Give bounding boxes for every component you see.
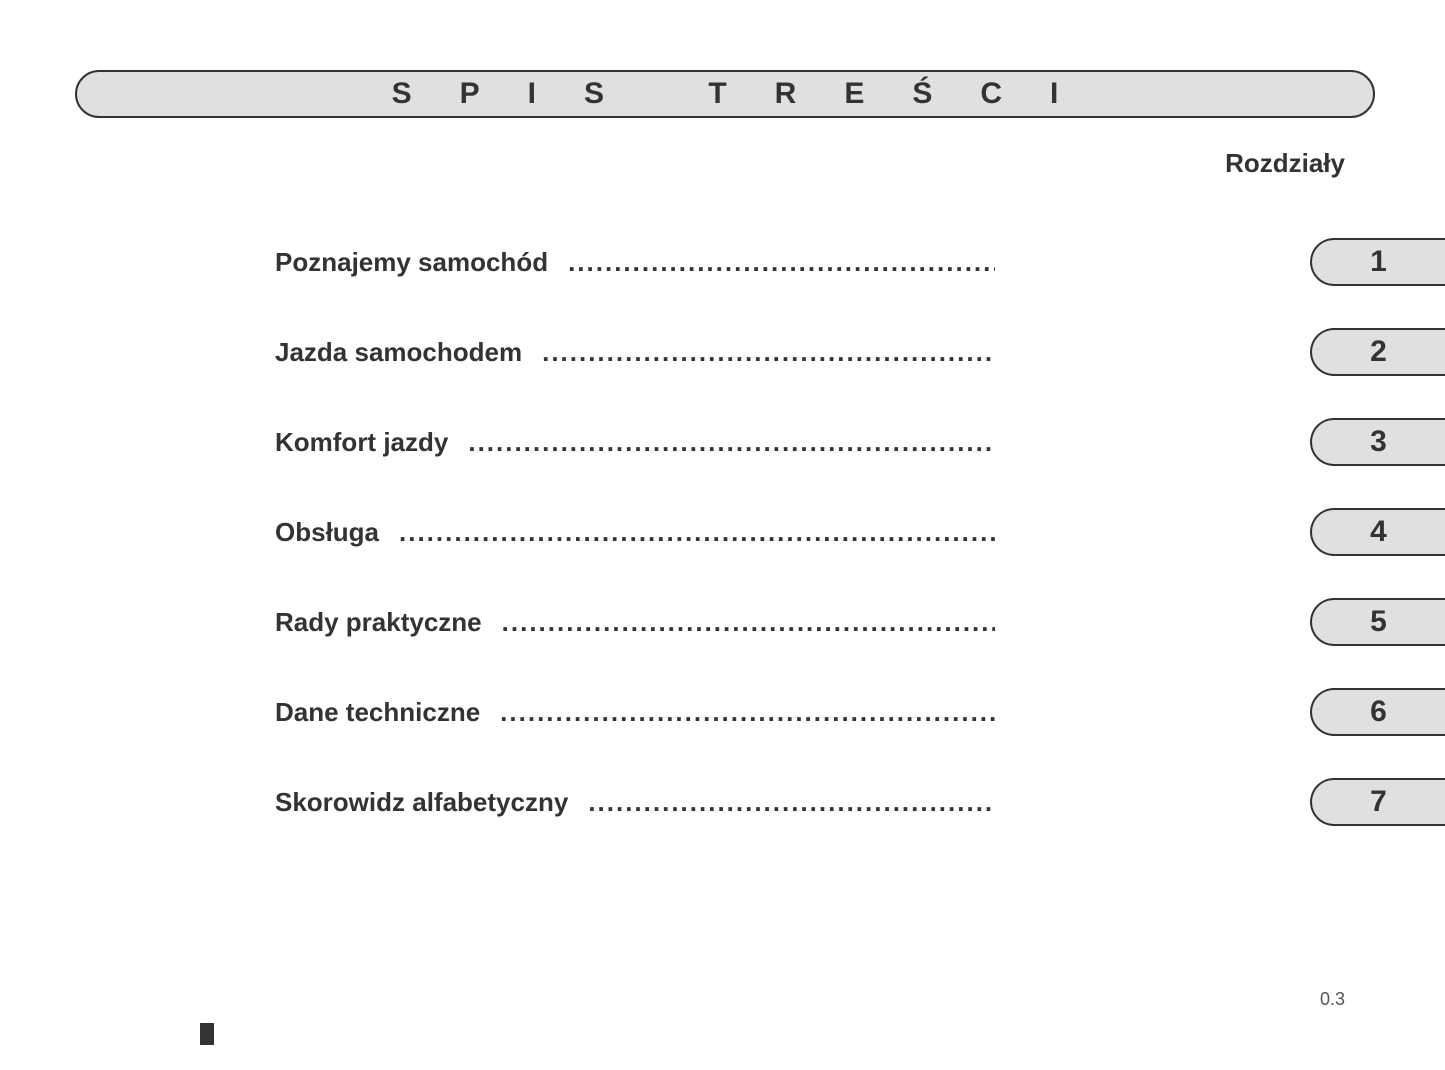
chapter-tab: 1 <box>1310 238 1445 286</box>
toc-label: Rady praktyczne <box>275 607 502 638</box>
subtitle-label: Rozdziały <box>75 148 1445 179</box>
toc-entry: Obsługa ................................… <box>275 517 995 548</box>
toc-row: Dane techniczne ........................… <box>75 667 1445 757</box>
toc-entry: Rady praktyczne ........................… <box>275 607 995 638</box>
toc-label: Jazda samochodem <box>275 337 542 368</box>
toc-row: Jazda samochodem .......................… <box>75 307 1445 397</box>
toc-row: Komfort jazdy ..........................… <box>75 397 1445 487</box>
chapter-tab: 4 <box>1310 508 1445 556</box>
chapter-number: 3 <box>1370 425 1387 459</box>
chapter-number: 2 <box>1370 335 1387 369</box>
title-banner: SPIS TREŚCI <box>75 70 1375 118</box>
leader-dots: ........................................… <box>568 247 995 278</box>
leader-dots: ........................................… <box>502 607 995 638</box>
toc-label: Komfort jazdy <box>275 427 468 458</box>
toc-label: Poznajemy samochód <box>275 247 568 278</box>
toc-label: Skorowidz alfabetyczny <box>275 787 588 818</box>
chapter-tab: 5 <box>1310 598 1445 646</box>
page-number: 0.3 <box>1320 989 1345 1010</box>
leader-dots: ........................................… <box>542 337 995 368</box>
toc-label: Obsługa <box>275 517 399 548</box>
leader-dots: ........................................… <box>588 787 995 818</box>
chapter-number: 6 <box>1370 695 1387 729</box>
toc-entry: Jazda samochodem .......................… <box>275 337 995 368</box>
leader-dots: ........................................… <box>500 697 995 728</box>
leader-dots: ........................................… <box>468 427 995 458</box>
footer-mark-icon <box>200 1023 214 1045</box>
toc-row: Poznajemy samochód .....................… <box>75 217 1445 307</box>
page-title: SPIS TREŚCI <box>344 77 1107 111</box>
toc-row: Rady praktyczne ........................… <box>75 577 1445 667</box>
toc-entry: Dane techniczne ........................… <box>275 697 995 728</box>
chapter-tab: 3 <box>1310 418 1445 466</box>
toc-entry: Skorowidz alfabetyczny .................… <box>275 787 995 818</box>
toc-entry: Komfort jazdy ..........................… <box>275 427 995 458</box>
leader-dots: ........................................… <box>399 517 995 548</box>
chapter-tab: 2 <box>1310 328 1445 376</box>
toc-label: Dane techniczne <box>275 697 500 728</box>
chapter-number: 4 <box>1370 515 1387 549</box>
document-page: SPIS TREŚCI Rozdziały Poznajemy samochód… <box>0 0 1445 1070</box>
chapter-number: 7 <box>1370 785 1387 819</box>
toc-list: Poznajemy samochód .....................… <box>75 217 1445 847</box>
toc-entry: Poznajemy samochód .....................… <box>275 247 995 278</box>
chapter-number: 5 <box>1370 605 1387 639</box>
toc-row: Skorowidz alfabetyczny .................… <box>75 757 1445 847</box>
toc-row: Obsługa ................................… <box>75 487 1445 577</box>
chapter-tab: 6 <box>1310 688 1445 736</box>
chapter-number: 1 <box>1370 245 1387 279</box>
chapter-tab: 7 <box>1310 778 1445 826</box>
